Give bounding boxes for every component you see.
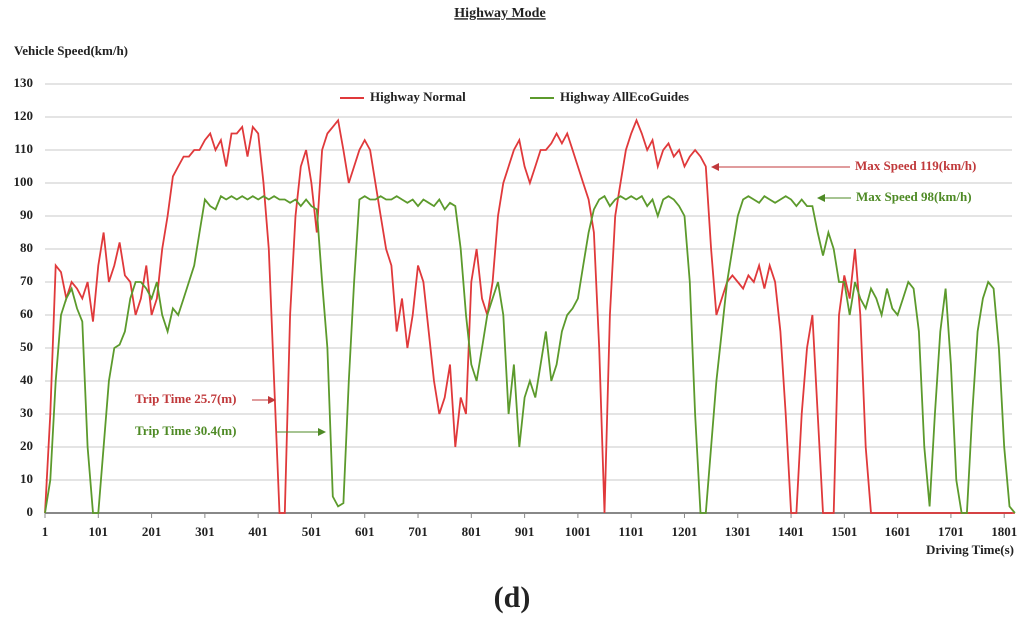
y-tick-label: 100 [14,174,34,189]
y-tick-label: 40 [20,372,33,387]
y-tick-label: 50 [20,339,33,354]
x-tick-label: 1201 [671,524,697,539]
y-tick-label: 0 [27,504,34,519]
y-tick-label: 10 [20,471,33,486]
x-tick-label: 1801 [991,524,1017,539]
x-axis-label: Driving Time(s) [926,542,1014,557]
chart-title: Highway Mode [454,6,545,21]
caption: (d) [494,581,531,614]
x-tick-label: 701 [408,524,428,539]
y-tick-label: 80 [20,240,33,255]
x-tick-label: 901 [515,524,535,539]
series-line [44,194,1016,514]
y-tick-label: 130 [14,75,34,90]
annotation: Max Speed 119(km/h) [855,158,976,173]
x-tick-label: 801 [462,524,482,539]
x-tick-label: 501 [302,524,322,539]
y-axis-label: Vehicle Speed(km/h) [14,43,128,58]
series-line [44,117,1015,514]
x-tick-label: 1401 [778,524,804,539]
x-tick-label: 1001 [565,524,591,539]
x-tick-label: 1301 [725,524,751,539]
legend-label: Highway AllEcoGuides [560,89,689,104]
x-tick-label: 1501 [831,524,857,539]
y-tick-label: 90 [20,207,33,222]
x-tick-label: 1701 [938,524,964,539]
x-tick-label: 201 [142,524,162,539]
x-tick-label: 1101 [619,524,644,539]
x-tick-label: 301 [195,524,215,539]
y-tick-label: 60 [20,306,33,321]
legend-label: Highway Normal [370,89,466,104]
x-tick-label: 601 [355,524,375,539]
y-tick-label: 70 [20,273,33,288]
y-tick-label: 110 [14,141,33,156]
x-tick-label: 401 [248,524,268,539]
annotation: Trip Time 25.7(m) [135,391,236,406]
y-tick-label: 30 [20,405,33,420]
x-tick-label: 1601 [885,524,911,539]
x-tick-label: 101 [89,524,109,539]
annotation: Max Speed 98(km/h) [856,189,972,204]
x-tick-label: 1 [42,524,49,539]
y-tick-label: 20 [20,438,33,453]
annotation: Trip Time 30.4(m) [135,423,236,438]
y-tick-label: 120 [14,108,34,123]
